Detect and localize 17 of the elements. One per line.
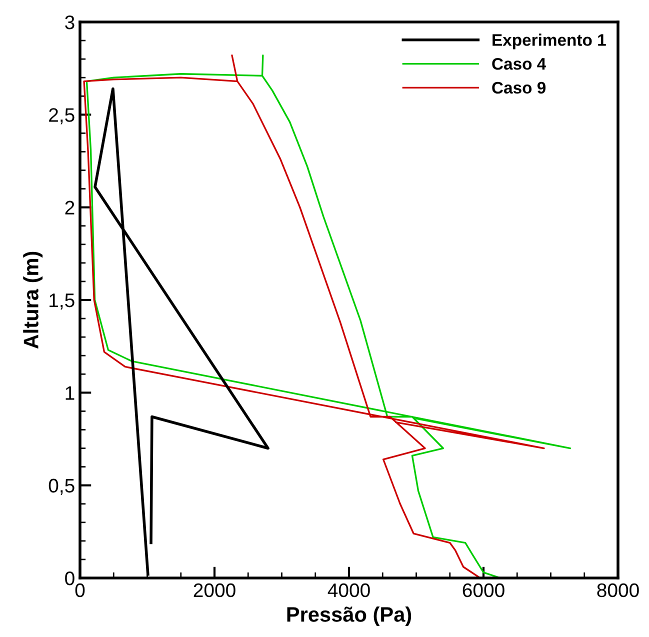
legend-label: Caso 9 [492,82,546,94]
y-tick-label: 2,5 [49,108,74,124]
y-tick-label: 1,5 [50,294,74,310]
x-tick-label: 6000 [462,583,504,598]
x-tick-label: 4000 [328,583,370,598]
y-tick-label: 2 [65,200,74,214]
x-tick-label: 0 [75,583,85,598]
y-tick-label: 0,5 [48,478,74,495]
x-tick-label: 2000 [194,583,236,598]
y-tick-label: 1 [66,386,74,400]
legend-label: Experimento 1 [492,34,606,50]
y-tick-label: 0 [65,571,74,586]
x-axis-title: Pressão (Pa) [287,606,412,626]
y-tick-label: 3 [65,15,74,30]
legend-label: Caso 4 [492,58,546,70]
y-axis-title: Altura (m) [23,252,43,349]
x-tick-label: 8000 [597,583,639,598]
